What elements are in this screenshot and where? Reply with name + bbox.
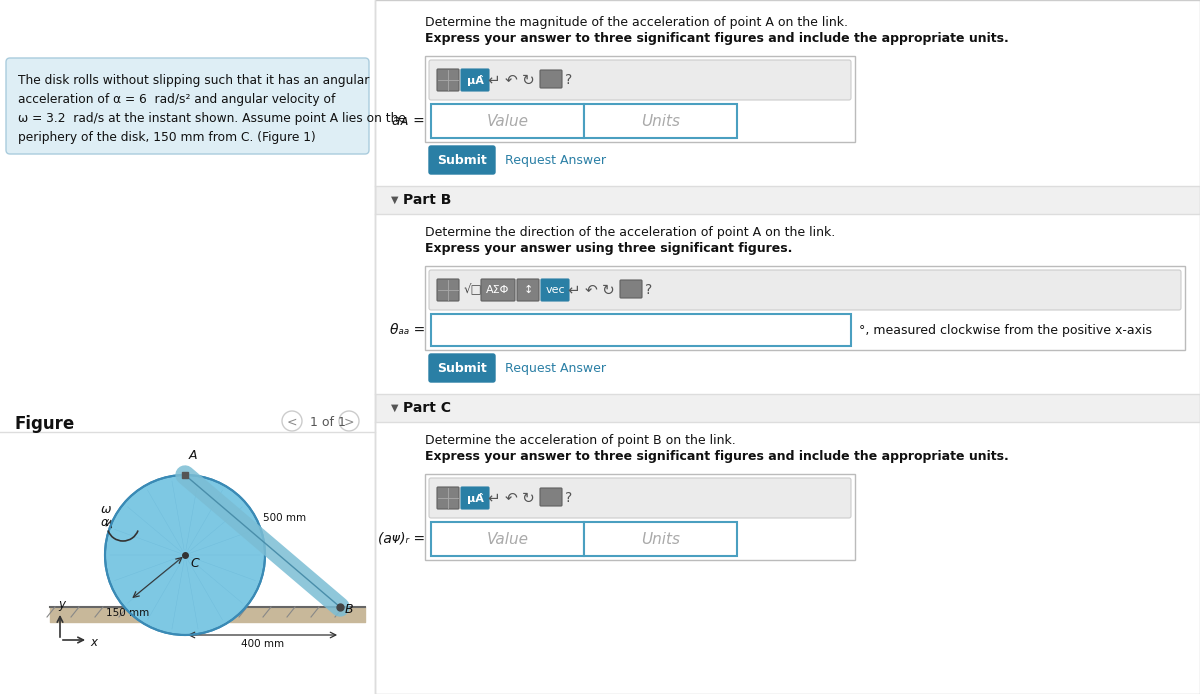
Bar [425, 474, 854, 560]
Text: Units: Units [641, 532, 680, 546]
Text: >: > [343, 416, 354, 428]
Text: A: A [190, 449, 198, 462]
Text: Express your answer to three significant figures and include the appropriate uni: Express your answer to three significant… [425, 32, 1009, 45]
FancyBboxPatch shape [430, 146, 496, 174]
Text: ▼: ▼ [391, 195, 398, 205]
FancyBboxPatch shape [541, 279, 569, 301]
Circle shape [340, 411, 359, 431]
Text: ?: ? [565, 73, 572, 87]
Text: √□: √□ [464, 284, 482, 296]
Text: Units: Units [641, 114, 680, 128]
Circle shape [106, 475, 265, 635]
FancyBboxPatch shape [437, 279, 458, 301]
Bar [584, 104, 737, 138]
Text: Value: Value [486, 114, 528, 128]
Bar [374, 394, 1200, 422]
Text: °, measured clockwise from the positive x-axis: °, measured clockwise from the positive … [859, 323, 1152, 337]
FancyBboxPatch shape [437, 69, 458, 91]
Text: AΣΦ: AΣΦ [486, 285, 510, 295]
Text: ω: ω [101, 503, 112, 516]
FancyBboxPatch shape [540, 488, 562, 506]
Text: x: x [90, 636, 97, 648]
Text: Determine the acceleration of point B on the link.: Determine the acceleration of point B on… [425, 434, 736, 447]
Text: 150 mm: 150 mm [107, 608, 150, 618]
FancyBboxPatch shape [517, 279, 539, 301]
Text: Express your answer using three significant figures.: Express your answer using three signific… [425, 242, 792, 255]
Text: Submit: Submit [437, 153, 487, 167]
FancyBboxPatch shape [540, 70, 562, 88]
FancyBboxPatch shape [461, 487, 490, 509]
Text: C: C [190, 557, 199, 570]
Text: y: y [59, 598, 66, 611]
Text: Determine the direction of the acceleration of point A on the link.: Determine the direction of the accelerat… [425, 226, 835, 239]
FancyBboxPatch shape [430, 270, 1181, 310]
Text: B: B [346, 603, 354, 616]
Text: Part B: Part B [403, 193, 451, 207]
Bar [431, 314, 851, 346]
Text: ↕: ↕ [523, 285, 533, 295]
FancyBboxPatch shape [6, 58, 370, 154]
Text: ↻: ↻ [601, 282, 614, 298]
Text: ↶: ↶ [505, 491, 517, 505]
FancyBboxPatch shape [481, 279, 515, 301]
FancyBboxPatch shape [437, 487, 458, 509]
Text: ↻: ↻ [522, 491, 534, 505]
Text: ↵: ↵ [487, 491, 500, 505]
Text: ?: ? [646, 283, 653, 297]
Bar [425, 56, 854, 142]
Text: The disk rolls without slipping such that it has an angular: The disk rolls without slipping such tha… [18, 74, 370, 87]
FancyBboxPatch shape [430, 354, 496, 382]
Text: Value: Value [486, 532, 528, 546]
Text: Figure: Figure [14, 415, 76, 433]
Text: 500 mm: 500 mm [263, 513, 306, 523]
Text: ↶: ↶ [505, 72, 517, 87]
Text: Request Answer: Request Answer [505, 362, 606, 375]
FancyBboxPatch shape [620, 280, 642, 298]
Bar [431, 104, 584, 138]
Bar [425, 266, 1186, 350]
Text: ↻: ↻ [522, 72, 534, 87]
Text: Request Answer: Request Answer [505, 153, 606, 167]
Text: ω = 3.2  rad/s at the instant shown. Assume point A lies on the: ω = 3.2 rad/s at the instant shown. Assu… [18, 112, 406, 125]
FancyBboxPatch shape [461, 69, 490, 91]
Bar [584, 522, 737, 556]
Bar [431, 522, 584, 556]
FancyBboxPatch shape [430, 60, 851, 100]
Bar [374, 0, 1200, 694]
Text: Submit: Submit [437, 362, 487, 375]
Text: θₐₐ =: θₐₐ = [390, 323, 425, 337]
Text: μÂ: μÂ [467, 74, 484, 85]
Bar [374, 186, 1200, 214]
Text: μÂ: μÂ [467, 493, 484, 504]
Text: 400 mm: 400 mm [241, 639, 284, 649]
Text: ↵: ↵ [487, 72, 500, 87]
Text: Part C: Part C [403, 401, 451, 415]
Text: (aᴪ)ᵣ =: (aᴪ)ᵣ = [378, 532, 425, 546]
Text: ↶: ↶ [584, 282, 598, 298]
Text: acceleration of α = 6  rad/s² and angular velocity of: acceleration of α = 6 rad/s² and angular… [18, 93, 335, 106]
Text: ↵: ↵ [568, 282, 581, 298]
Text: periphery of the disk, 150 mm from C. (Figure 1): periphery of the disk, 150 mm from C. (F… [18, 131, 316, 144]
Text: aᴀ =: aᴀ = [392, 114, 425, 128]
Text: ?: ? [565, 491, 572, 505]
Text: vec: vec [545, 285, 565, 295]
Text: α: α [101, 516, 109, 529]
Text: Express your answer to three significant figures and include the appropriate uni: Express your answer to three significant… [425, 450, 1009, 463]
Text: <: < [287, 416, 298, 428]
Text: Determine the magnitude of the acceleration of point A on the link.: Determine the magnitude of the accelerat… [425, 16, 848, 29]
FancyBboxPatch shape [430, 478, 851, 518]
Circle shape [282, 411, 302, 431]
Text: ▼: ▼ [391, 403, 398, 413]
Text: 1 of 1: 1 of 1 [310, 416, 346, 428]
